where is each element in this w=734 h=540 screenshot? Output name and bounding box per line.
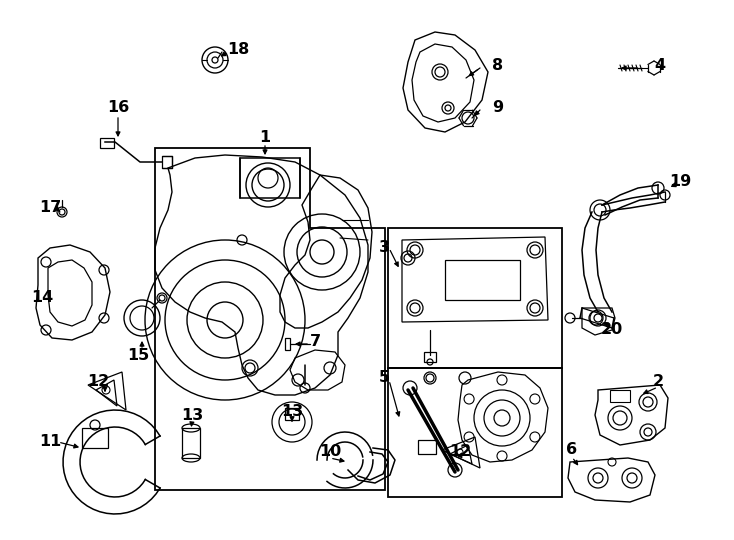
Bar [285,408,299,420]
Bar [610,390,630,402]
Text: 8: 8 [493,57,504,72]
Bar [445,260,520,300]
Text: 7: 7 [310,334,321,349]
Text: 17: 17 [39,200,61,215]
Bar [418,440,436,454]
Text: 2: 2 [653,375,664,389]
Bar [240,158,300,198]
Text: 20: 20 [601,322,623,338]
Bar [424,352,436,362]
Text: 15: 15 [127,348,149,362]
Bar [100,138,114,148]
Text: 1: 1 [259,131,271,145]
Text: 13: 13 [181,408,203,422]
Text: 11: 11 [39,435,61,449]
Text: 14: 14 [31,291,53,306]
Text: 12: 12 [87,375,109,389]
Text: 4: 4 [655,57,666,72]
Bar [182,428,200,458]
Text: 5: 5 [379,370,390,386]
Text: 13: 13 [281,404,303,420]
Bar [162,156,172,168]
Bar [388,368,562,497]
Text: 10: 10 [319,444,341,460]
Text: 18: 18 [227,43,249,57]
Text: 6: 6 [567,442,578,457]
Bar [285,338,290,350]
Text: 12: 12 [449,444,471,460]
Bar [388,228,562,368]
Text: 3: 3 [379,240,390,255]
Text: 9: 9 [493,100,504,116]
Text: 19: 19 [669,174,691,190]
Text: 16: 16 [107,100,129,116]
Bar [82,428,108,448]
